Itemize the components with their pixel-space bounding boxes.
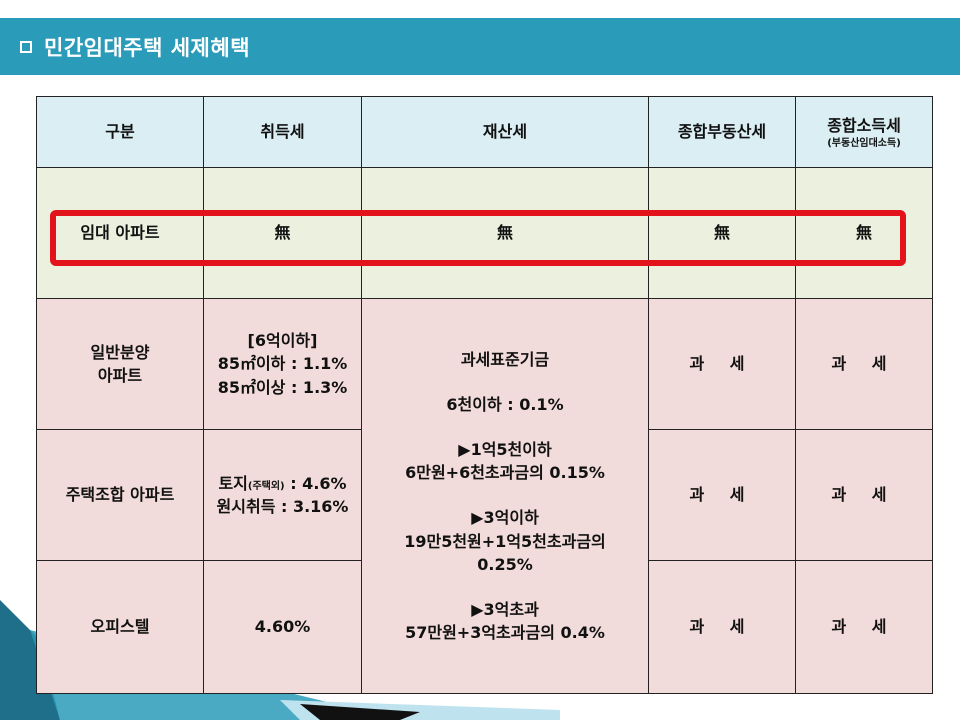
union-acquisition: 토지(주택외) : 4.6% 원시취득 : 3.16% (203, 429, 362, 561)
office-income: 과 세 (795, 560, 933, 694)
table-row-housing-union-apartment: 주택조합 아파트 토지(주택외) : 4.6% 원시취득 : 3.16% 과 세… (36, 429, 933, 561)
table-header-row: 구분 취득세 재산세 종합부동산세 종합소득세 (부동산임대소득) (36, 96, 933, 168)
sale-income: 과 세 (795, 298, 933, 430)
property-line3: ▶1억5천이하 (458, 440, 552, 460)
property-line9: 57만원+3억초과금의 0.4% (405, 623, 605, 643)
sale-label-line1: 일반분양 (90, 342, 150, 362)
union-acq-land: 토지 (218, 473, 248, 493)
page-title: 민간임대주택 세제혜택 (44, 35, 251, 60)
union-acq-line2: 원시취득 : 3.16% (216, 497, 349, 516)
header-income-tax: 종합소득세 (부동산임대소득) (795, 96, 933, 168)
property-line1: 과세표준기금 (460, 349, 550, 369)
union-acq-line1: 토지(주택외) : 4.6% (210, 472, 355, 495)
sale-comprehensive: 과 세 (648, 298, 796, 430)
union-income: 과 세 (795, 429, 933, 561)
rental-property: 無 (361, 167, 649, 299)
rental-income: 無 (795, 167, 933, 299)
property-line7: 0.25% (477, 554, 533, 574)
property-line2: 6천이하 : 0.1% (446, 394, 564, 414)
header-income-tax-sub: (부동산임대소득) (827, 137, 901, 149)
property-line6: 19만5천원+1억5천초과금의 (404, 531, 606, 551)
sale-label-line2: 아파트 (97, 366, 143, 385)
table-row-rental-apartment: 임대 아파트 無 無 無 無 (36, 167, 933, 299)
union-acq-note: (주택외) (247, 480, 285, 492)
office-label: 오피스텔 (36, 560, 204, 694)
tax-benefit-table: 구분 취득세 재산세 종합부동산세 종합소득세 (부동산임대소득) 임대 아파트… (36, 96, 933, 694)
union-comprehensive: 과 세 (648, 429, 796, 561)
header-property-tax: 재산세 (361, 96, 649, 168)
header-acquisition-tax: 취득세 (203, 96, 362, 168)
office-acquisition: 4.60% (203, 560, 362, 694)
office-comprehensive: 과 세 (648, 560, 796, 694)
rental-label: 임대 아파트 (36, 167, 204, 299)
sale-acq-line2: 85㎡이하 : 1.1% (217, 354, 348, 374)
header-comprehensive-tax: 종합부동산세 (648, 96, 796, 168)
union-acq-rate: : 4.6% (284, 473, 347, 493)
rental-comprehensive: 無 (648, 167, 796, 299)
sale-acq-line3: 85㎡이상 : 1.3% (217, 377, 348, 397)
property-line4: 6만원+6천초과금의 0.15% (405, 463, 605, 483)
sale-acquisition: [6억이하] 85㎡이하 : 1.1% 85㎡이상 : 1.3% (203, 298, 362, 430)
title-bar: 민간임대주택 세제혜택 (0, 18, 960, 75)
sale-acq-line1: [6억이하] (247, 331, 318, 351)
table-row-general-sale-apartment: 일반분양 아파트 [6억이하] 85㎡이하 : 1.1% 85㎡이상 : 1.3… (36, 298, 933, 694)
square-bullet-icon (20, 40, 32, 53)
header-category: 구분 (36, 96, 204, 168)
table-row-officetel: 오피스텔 4.60% 과 세 과 세 (36, 560, 933, 694)
property-tax-detail: 과세표준기금 6천이하 : 0.1% ▶1억5천이하 6만원+6천초과금의 0.… (361, 298, 649, 694)
header-income-tax-label: 종합소득세 (827, 116, 901, 136)
sale-label: 일반분양 아파트 (36, 298, 204, 430)
union-label: 주택조합 아파트 (36, 429, 204, 561)
rental-acquisition: 無 (203, 167, 362, 299)
property-line8: ▶3억초과 (471, 599, 539, 619)
property-line5: ▶3억이하 (471, 508, 539, 528)
